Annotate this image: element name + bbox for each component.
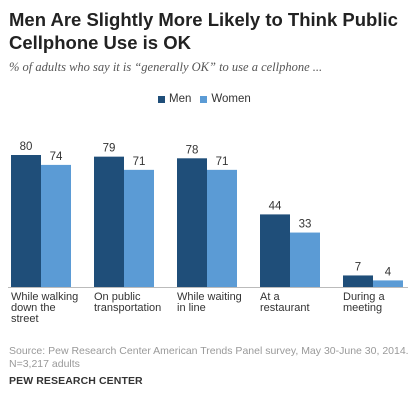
category-label-line: street — [11, 313, 39, 325]
legend-item-women: Women — [200, 93, 251, 105]
category-label-4: During a meeting — [343, 291, 385, 314]
legend: Men Women — [158, 93, 260, 105]
category-label-line: On public — [94, 291, 141, 303]
data-label-women-3: 33 — [299, 219, 312, 231]
chart-title: Men Are Slightly More Likely to Think Pu… — [9, 8, 409, 54]
data-label-women-0: 74 — [50, 151, 63, 163]
source-note: Source: Pew Research Center American Tre… — [9, 345, 409, 371]
bar-women-2 — [207, 169, 237, 287]
category-label-line: restaurant — [260, 302, 310, 314]
chart-title-line-1: Men Are Slightly More Likely to Think Pu… — [9, 9, 398, 30]
bar-women-4 — [373, 280, 403, 287]
data-label-women-2: 71 — [216, 156, 229, 168]
data-label-men-1: 79 — [103, 143, 116, 155]
source-line-1: Source: Pew Research Center American Tre… — [9, 345, 409, 357]
category-label-line: meeting — [343, 302, 382, 314]
bar-men-3 — [260, 214, 290, 287]
category-label-line: While walking — [11, 291, 78, 303]
category-label-line: While waiting — [177, 291, 242, 303]
bar-women-1 — [124, 169, 154, 287]
chart-title-line-2: Cellphone Use is OK — [9, 32, 191, 53]
bar-women-3 — [290, 232, 320, 287]
category-label-2: While waiting in line — [177, 291, 242, 314]
category-label-line: in line — [177, 302, 206, 314]
legend-label-women: Women — [211, 93, 251, 105]
data-label-men-4: 7 — [355, 261, 361, 273]
data-label-women-4: 4 — [385, 266, 392, 278]
bar-men-2 — [177, 158, 207, 287]
legend-label-men: Men — [169, 93, 192, 105]
category-label-1: On public transportation — [94, 291, 161, 314]
legend-item-men: Men — [158, 93, 191, 105]
organization-name: PEW RESEARCH CENTER — [9, 375, 143, 387]
bar-men-1 — [94, 156, 124, 287]
category-label-line: At a — [260, 291, 280, 303]
bar-men-4 — [343, 275, 373, 287]
bar-women-0 — [41, 164, 71, 287]
category-label-line: During a — [343, 291, 385, 303]
category-label-0: While walking down the street — [11, 291, 78, 325]
category-label-line: transportation — [94, 302, 161, 314]
data-label-women-1: 71 — [133, 156, 146, 168]
data-label-men-2: 78 — [186, 144, 199, 156]
category-label-line: down the — [11, 302, 56, 314]
data-label-men-3: 44 — [269, 200, 282, 212]
legend-swatch-women — [200, 95, 208, 103]
source-line-2: N=3,217 adults — [9, 358, 80, 370]
bar-men-0 — [11, 155, 41, 287]
legend-swatch-men — [158, 95, 165, 103]
category-label-3: At a restaurant — [260, 291, 310, 314]
chart-subtitle: % of adults who say it is “generally OK”… — [9, 60, 323, 74]
data-label-men-0: 80 — [20, 141, 33, 153]
